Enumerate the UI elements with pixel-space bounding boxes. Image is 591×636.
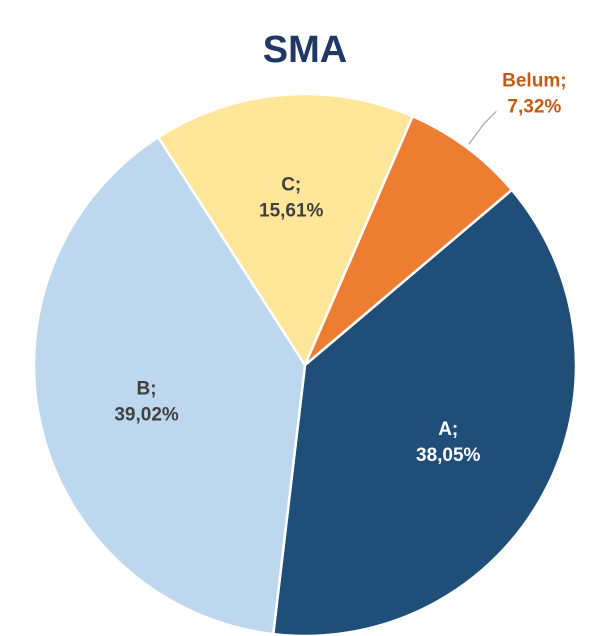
data-label-category: Belum;: [502, 70, 566, 91]
data-label-category: B;: [137, 379, 157, 400]
pie-slice: [271, 188, 578, 636]
data-label-value: 38,05%: [416, 445, 481, 466]
pie-slice: [303, 114, 514, 366]
leader-line: [468, 110, 497, 145]
data-label-value: 39,02%: [114, 405, 179, 426]
data-label-category: C;: [281, 175, 301, 196]
pie-slice: [156, 92, 415, 368]
data-label-value: 15,61%: [259, 201, 324, 222]
chart-title: SMA: [263, 29, 347, 71]
data-label-value: 7,32%: [507, 96, 561, 117]
data-label-category: A;: [438, 419, 458, 440]
pie: [32, 92, 578, 636]
